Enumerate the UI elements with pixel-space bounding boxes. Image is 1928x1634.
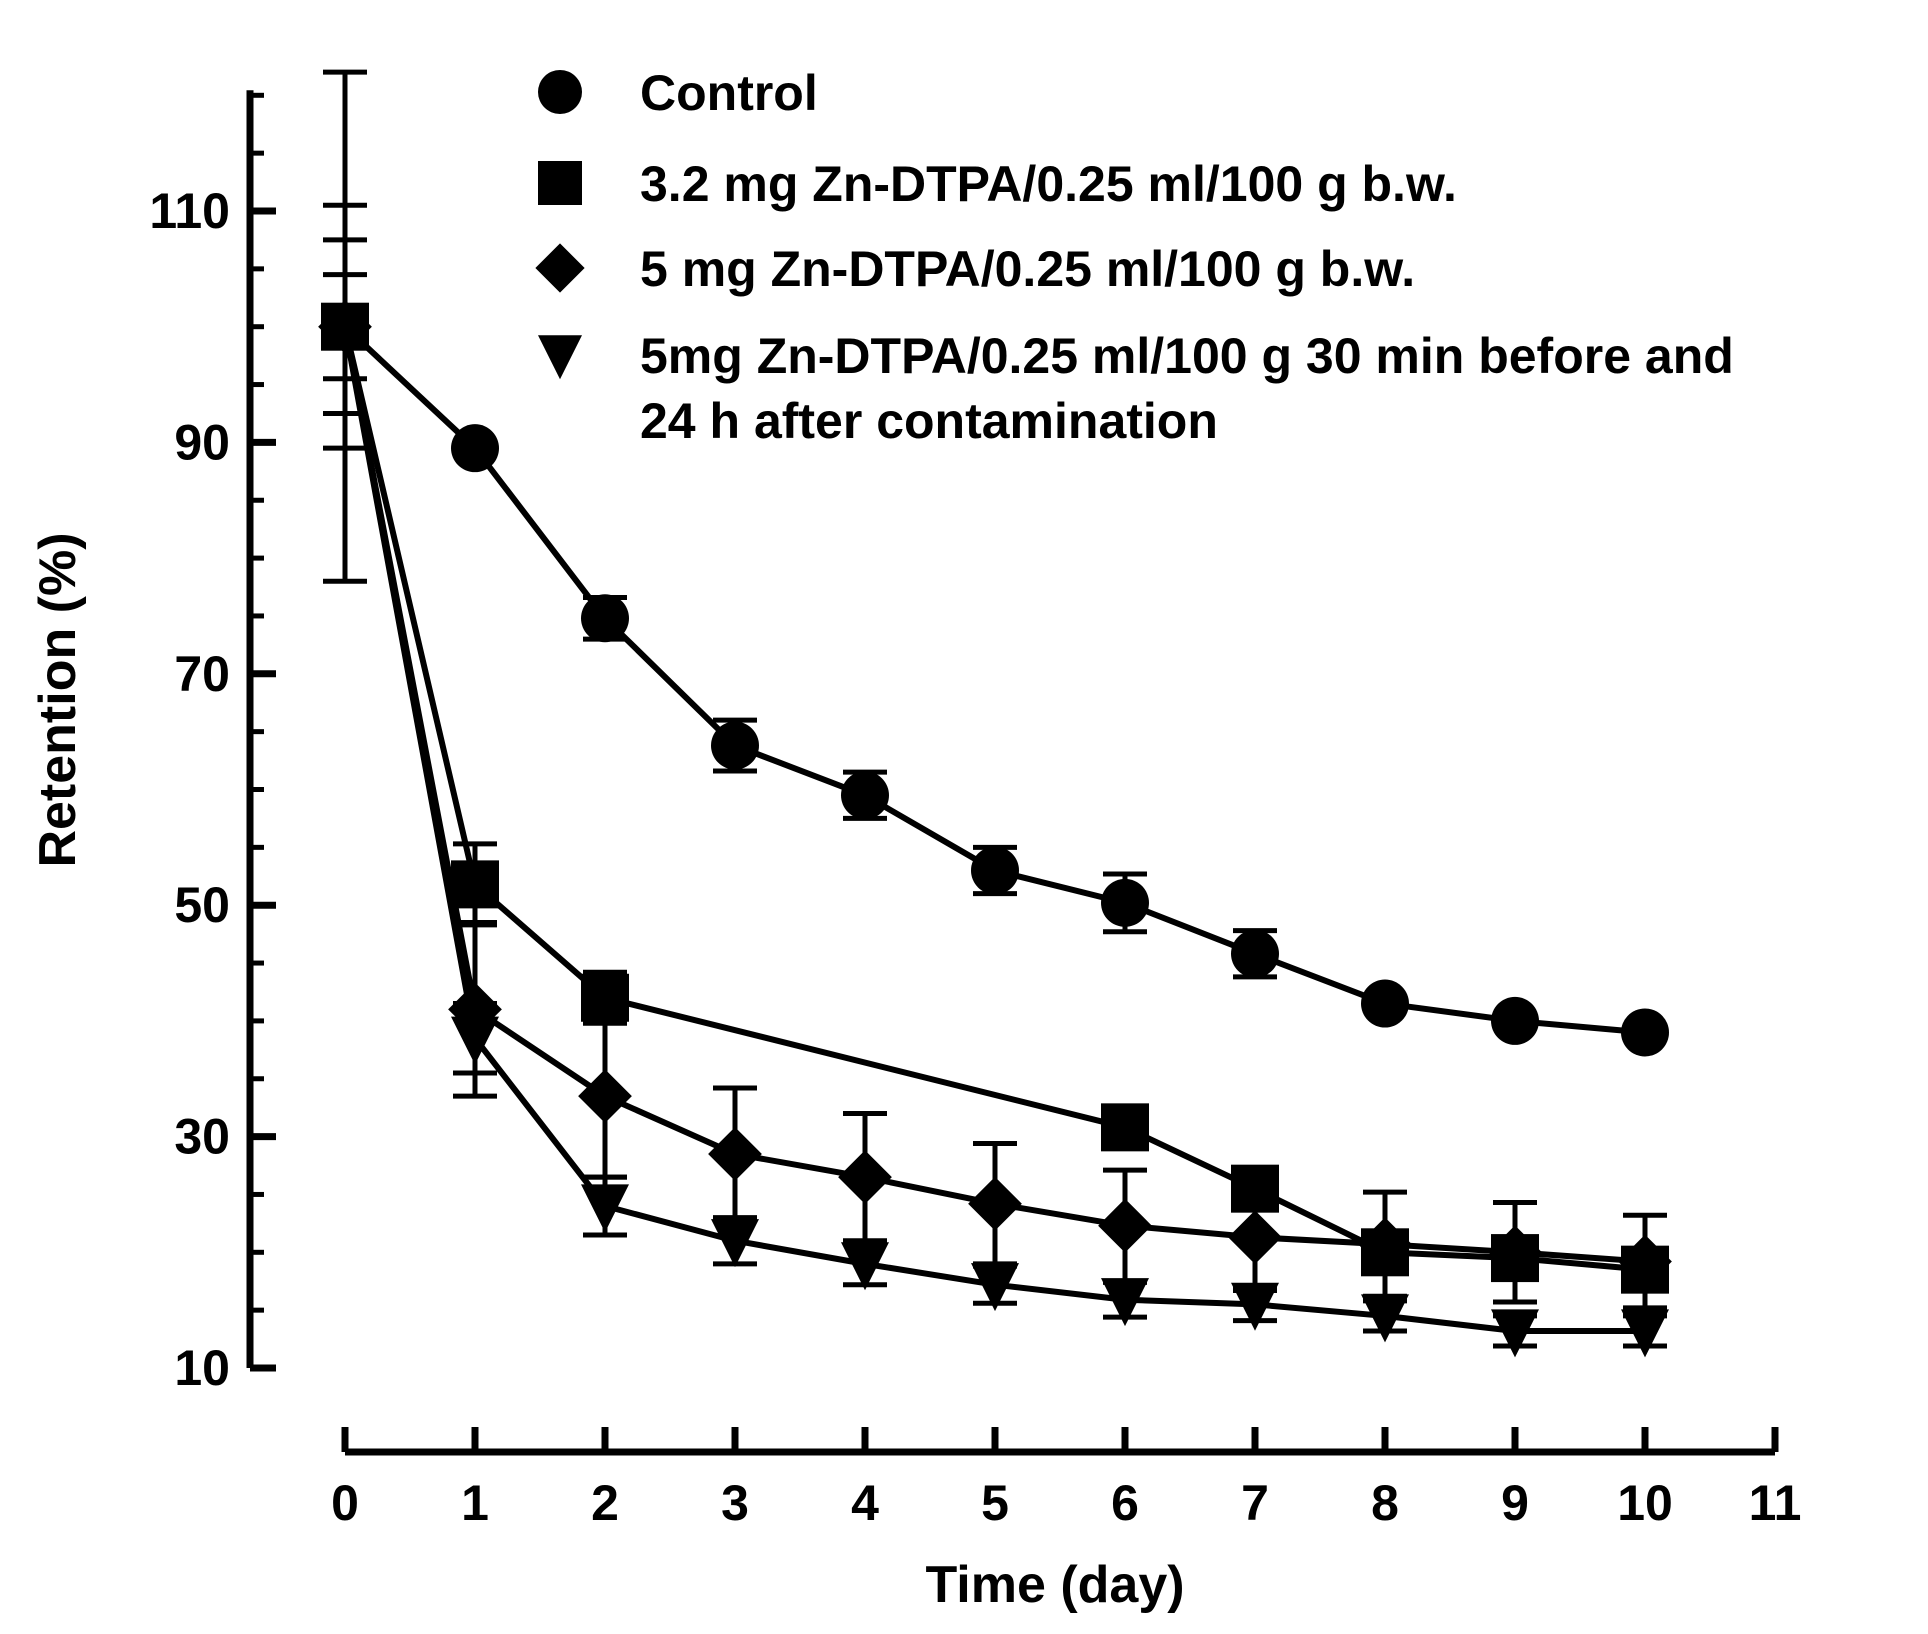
legend-entry: 5mg Zn-DTPA/0.25 ml/100 g 30 min before …	[538, 328, 1734, 449]
x-tick-label: 0	[331, 1475, 359, 1531]
data-point	[581, 594, 629, 643]
data-point	[1358, 1217, 1412, 1272]
legend-marker	[535, 243, 585, 293]
y-tick-label: 90	[174, 414, 230, 470]
x-tick-label: 11	[1749, 1475, 1802, 1531]
legend-marker	[538, 161, 582, 205]
data-point	[968, 1176, 1022, 1231]
series-layer	[318, 69, 1672, 1358]
legend-label: 3.2 mg Zn-DTPA/0.25 ml/100 g b.w.	[640, 156, 1457, 212]
series-triangle-down	[321, 272, 1669, 1358]
data-point	[1491, 996, 1539, 1045]
data-point	[1621, 1008, 1669, 1057]
x-tick-label: 2	[591, 1475, 619, 1531]
y-tick-label: 30	[174, 1109, 230, 1165]
data-point	[1618, 1234, 1672, 1289]
legend-label: 24 h after contamination	[640, 393, 1218, 449]
data-point	[1621, 1309, 1669, 1358]
legend-label: 5mg Zn-DTPA/0.25 ml/100 g 30 min before …	[640, 328, 1734, 384]
legend-entry: 3.2 mg Zn-DTPA/0.25 ml/100 g b.w.	[538, 156, 1457, 212]
x-tick-label: 7	[1241, 1475, 1269, 1531]
data-point	[838, 1150, 892, 1204]
data-point	[1491, 1309, 1539, 1358]
data-point	[1488, 1225, 1542, 1280]
data-point	[971, 846, 1019, 895]
data-point	[711, 1219, 759, 1268]
data-point	[451, 860, 499, 909]
data-point	[1361, 1294, 1409, 1343]
data-point	[1231, 1282, 1279, 1331]
y-tick-label: 110	[149, 183, 230, 239]
data-point	[711, 721, 759, 770]
series-line	[342, 326, 1646, 1273]
series-circle	[321, 69, 1669, 1057]
legend-marker	[538, 70, 582, 114]
data-point	[1098, 1198, 1152, 1253]
data-point	[841, 1242, 889, 1291]
x-tick-label: 1	[461, 1475, 489, 1531]
data-point	[708, 1127, 762, 1181]
data-point	[451, 1016, 499, 1065]
legend-label: 5 mg Zn-DTPA/0.25 ml/100 g b.w.	[640, 241, 1415, 297]
data-point	[971, 1263, 1019, 1312]
x-tick-label: 10	[1617, 1475, 1673, 1531]
y-axis: 10 30 50 70 90 110	[149, 90, 276, 1396]
x-axis-title: Time (day)	[925, 1556, 1184, 1614]
x-tick-label: 9	[1501, 1475, 1529, 1531]
data-point	[1228, 1210, 1282, 1265]
x-tick-label: 5	[981, 1475, 1009, 1531]
legend-entry: 5 mg Zn-DTPA/0.25 ml/100 g b.w.	[535, 241, 1415, 297]
y-tick-label: 70	[174, 646, 230, 702]
data-point	[841, 771, 889, 820]
legend-label: Control	[640, 65, 818, 121]
x-tick-label: 4	[851, 1475, 879, 1531]
data-point	[1101, 1278, 1149, 1327]
x-tick-label: 6	[1111, 1475, 1139, 1531]
legend: Control 3.2 mg Zn-DTPA/0.25 ml/100 g b.w.…	[535, 65, 1734, 449]
data-point	[578, 1069, 632, 1123]
data-point	[451, 424, 499, 473]
y-tick-label: 10	[174, 1340, 230, 1396]
legend-entry: Control	[538, 65, 818, 121]
data-point	[321, 305, 369, 354]
data-point	[1101, 1103, 1149, 1152]
data-point	[581, 1184, 629, 1233]
legend-marker	[538, 335, 582, 380]
x-axis: 0 1 2 3 4 5 6 7 8 9 10 11	[331, 1427, 1801, 1531]
y-axis-title: Retention (%)	[29, 532, 87, 867]
data-point	[1101, 878, 1149, 927]
x-tick-label: 8	[1371, 1475, 1399, 1531]
data-point	[1361, 979, 1409, 1028]
x-tick-label: 3	[721, 1475, 749, 1531]
y-tick-label: 50	[174, 877, 230, 933]
data-point	[1231, 929, 1279, 978]
